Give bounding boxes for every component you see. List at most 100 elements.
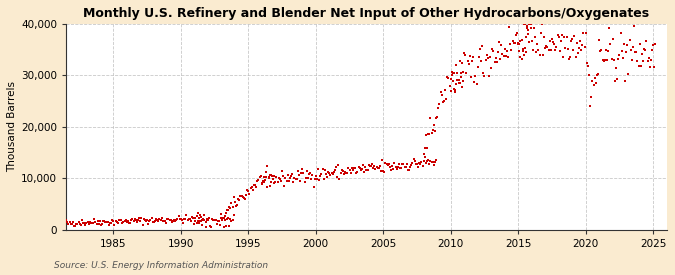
Point (62, 219, 73, 224)
Point (645, 65, 655, 70)
Point (508, 41, 519, 45)
Point (146, 216, 157, 220)
Point (547, 40, 558, 45)
Point (242, 187, 252, 192)
Point (398, 162, 409, 166)
Point (261, 170, 272, 174)
Point (186, 219, 196, 224)
Point (117, 221, 128, 225)
Point (191, 221, 202, 226)
Point (442, 74, 453, 79)
Point (291, 177, 302, 182)
Point (196, 219, 207, 223)
Point (307, 173, 318, 178)
Point (81, 221, 92, 226)
Point (226, 219, 237, 224)
Point (486, 66, 497, 70)
Point (435, 90, 446, 94)
Point (223, 207, 234, 212)
Point (488, 49, 499, 53)
Point (346, 166, 357, 170)
Point (606, 57, 617, 61)
Point (424, 132, 435, 136)
Point (615, 31, 626, 35)
Point (429, 159, 440, 164)
Point (358, 169, 369, 174)
Point (250, 182, 261, 187)
Point (530, 35, 541, 39)
Point (478, 71, 489, 76)
Point (520, 50, 531, 54)
Point (597, 58, 608, 62)
Point (427, 159, 438, 164)
Point (400, 164, 411, 169)
Point (588, 82, 599, 87)
Point (86, 221, 97, 226)
Point (171, 218, 182, 222)
Point (641, 39, 652, 44)
Point (554, 49, 565, 53)
Point (483, 56, 493, 60)
Point (360, 165, 371, 170)
Point (608, 37, 618, 42)
Point (419, 155, 430, 160)
Point (618, 42, 629, 46)
Point (436, 93, 447, 97)
Point (213, 219, 223, 223)
Point (647, 48, 657, 52)
Point (184, 217, 195, 222)
Point (454, 81, 465, 86)
Point (361, 168, 372, 172)
Point (240, 197, 250, 201)
Point (188, 216, 198, 220)
Point (335, 170, 346, 175)
Point (449, 71, 460, 75)
Point (165, 218, 176, 222)
Point (130, 217, 140, 221)
Point (197, 218, 208, 222)
Point (151, 216, 161, 221)
Point (397, 162, 408, 167)
Point (338, 169, 348, 173)
Point (502, 49, 512, 54)
Point (517, 47, 528, 51)
Point (470, 74, 481, 79)
Point (421, 161, 431, 165)
Point (491, 60, 502, 64)
Point (649, 64, 659, 69)
Point (200, 219, 211, 224)
Point (167, 220, 178, 225)
Point (493, 50, 504, 54)
Point (267, 174, 277, 178)
Point (392, 165, 403, 169)
Point (190, 215, 201, 220)
Point (552, 33, 563, 37)
Point (123, 219, 134, 224)
Point (580, 31, 591, 35)
Point (586, 95, 597, 99)
Point (439, 99, 450, 103)
Point (340, 170, 350, 175)
Point (414, 161, 425, 166)
Point (73, 220, 84, 224)
Point (70, 224, 80, 228)
Point (638, 59, 649, 63)
Point (405, 165, 416, 169)
Point (282, 173, 293, 177)
Point (93, 222, 104, 227)
Point (227, 205, 238, 209)
Point (642, 59, 653, 64)
Point (100, 219, 111, 224)
Point (452, 78, 463, 83)
Point (155, 218, 166, 222)
Point (408, 156, 419, 161)
Point (628, 45, 639, 49)
Point (626, 58, 637, 62)
Point (477, 44, 487, 48)
Point (446, 89, 456, 93)
Point (221, 208, 232, 213)
Point (268, 177, 279, 182)
Point (461, 71, 472, 75)
Point (309, 177, 320, 181)
Point (406, 163, 416, 167)
